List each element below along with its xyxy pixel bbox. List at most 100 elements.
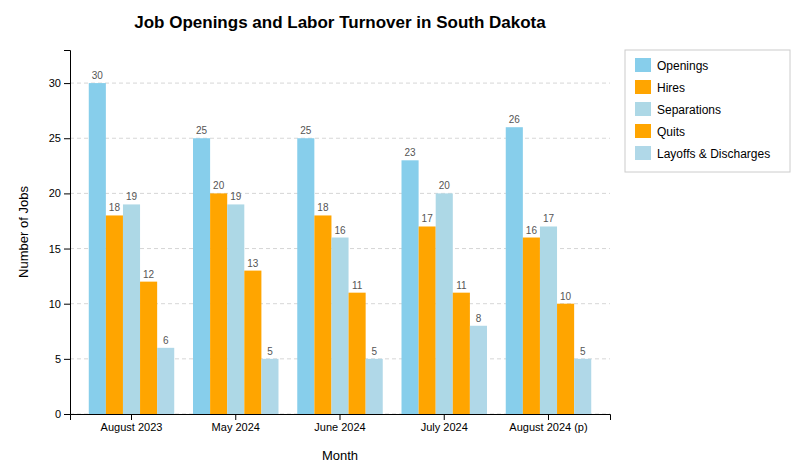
y-tick-label: 25	[49, 132, 61, 144]
x-tick-mark	[548, 414, 549, 420]
bar	[106, 215, 123, 414]
legend-swatch	[635, 146, 651, 160]
bar	[574, 359, 591, 414]
y-tick-mark	[64, 83, 70, 84]
x-tick: May 2024	[212, 414, 260, 433]
data-label: 16	[334, 225, 346, 236]
grid-line	[70, 83, 610, 84]
bar	[297, 138, 314, 414]
chart: 0 5 10 15 20 25 30 August 2023 May 2024 June 2024…	[0, 0, 800, 476]
data-label: 5	[580, 346, 586, 357]
title: Job Openings and Labor Turnover in South…	[134, 13, 546, 32]
y-tick: 25	[49, 132, 70, 144]
bar	[261, 359, 278, 414]
y-tick-mark	[64, 359, 70, 360]
legend-item: Quits	[635, 124, 685, 139]
x-tick: August 2024 (p)	[509, 414, 587, 433]
x-tick-mark	[131, 414, 132, 420]
legend-item: Separations	[635, 102, 721, 117]
data-label: 13	[247, 258, 259, 269]
bar	[314, 215, 331, 414]
data-label: 10	[560, 291, 572, 302]
legend-swatch	[635, 124, 651, 138]
data-label: 19	[126, 191, 138, 202]
bar	[419, 226, 436, 414]
bar	[331, 238, 348, 414]
data-label: 25	[196, 125, 208, 136]
x-tick-label: May 2024	[212, 421, 260, 433]
bars	[89, 83, 591, 414]
x-tick-label: August 2024 (p)	[509, 421, 587, 433]
bar	[89, 83, 106, 414]
y-tick-label: 30	[49, 77, 61, 89]
bar	[557, 304, 574, 414]
y-tick-mark	[64, 304, 70, 305]
x-tick-label: August 2023	[101, 421, 163, 433]
legend-label: Quits	[657, 125, 685, 139]
bar	[436, 193, 453, 414]
data-label: 18	[109, 202, 121, 213]
legend-swatch	[635, 80, 651, 94]
legend-swatch	[635, 58, 651, 72]
y-tick: 0	[55, 408, 70, 420]
bar	[402, 160, 419, 414]
data-label: 17	[422, 213, 434, 224]
data-label: 5	[267, 346, 273, 357]
data-label: 16	[526, 225, 538, 236]
grid-line	[70, 138, 610, 139]
bar	[540, 226, 557, 414]
bar	[244, 271, 261, 414]
x-axis-line	[71, 415, 611, 421]
legend-label: Hires	[657, 81, 685, 95]
data-label: 30	[92, 70, 104, 81]
x-tick-label: July 2024	[421, 421, 468, 433]
data-label: 25	[300, 125, 312, 136]
bar	[123, 204, 140, 414]
data-label: 18	[317, 202, 329, 213]
y-tick: 15	[49, 243, 70, 255]
bar	[523, 238, 540, 414]
data-label: 11	[456, 280, 467, 291]
data-label: 20	[213, 180, 225, 191]
legend-label: Openings	[657, 59, 708, 73]
y-tick-mark	[64, 138, 70, 139]
y-tick: 10	[49, 298, 70, 310]
y-tick: 5	[55, 353, 70, 365]
legend-item: Openings	[635, 58, 708, 73]
legend-label: Layoffs & Discharges	[657, 147, 770, 161]
y-tick-label: 20	[49, 187, 61, 199]
y-axis: 0 5 10 15 20 25 30	[49, 51, 71, 421]
data-label: 8	[476, 313, 482, 324]
bar	[140, 282, 157, 414]
x-tick-label: June 2024	[314, 421, 365, 433]
y-tick-label: 5	[55, 353, 61, 365]
x-tick-mark	[340, 414, 341, 420]
data-label: 17	[543, 213, 555, 224]
y-tick-label: 0	[55, 408, 61, 420]
grid-line	[70, 193, 610, 194]
x-tick-mark	[235, 414, 236, 420]
y-tick: 30	[49, 77, 70, 89]
legend-swatch	[635, 102, 651, 116]
data-label: 23	[404, 147, 416, 158]
legend: Openings Hires Separations Quits Layoffs & D…	[625, 50, 790, 172]
data-label: 5	[371, 346, 377, 357]
y-tick-label: 15	[49, 243, 61, 255]
y-tick-mark	[64, 249, 70, 250]
x-tick: June 2024	[314, 414, 365, 433]
data-label: 6	[163, 335, 169, 346]
data-label: 26	[509, 114, 521, 125]
legend-item: Layoffs & Discharges	[635, 146, 770, 161]
legend-frame	[625, 50, 790, 172]
legend-item: Hires	[635, 80, 685, 95]
bar	[470, 326, 487, 414]
y-tick-mark	[64, 193, 70, 194]
grid	[70, 83, 610, 414]
x-tick: July 2024	[421, 414, 468, 433]
bar	[349, 293, 366, 414]
legend-label: Separations	[657, 103, 721, 117]
data-labels: 3025252326182018171619191620171213111110…	[92, 70, 586, 357]
bar	[453, 293, 470, 414]
data-label: 12	[143, 269, 155, 280]
y-axis-title: Number of Jobs	[16, 186, 31, 278]
